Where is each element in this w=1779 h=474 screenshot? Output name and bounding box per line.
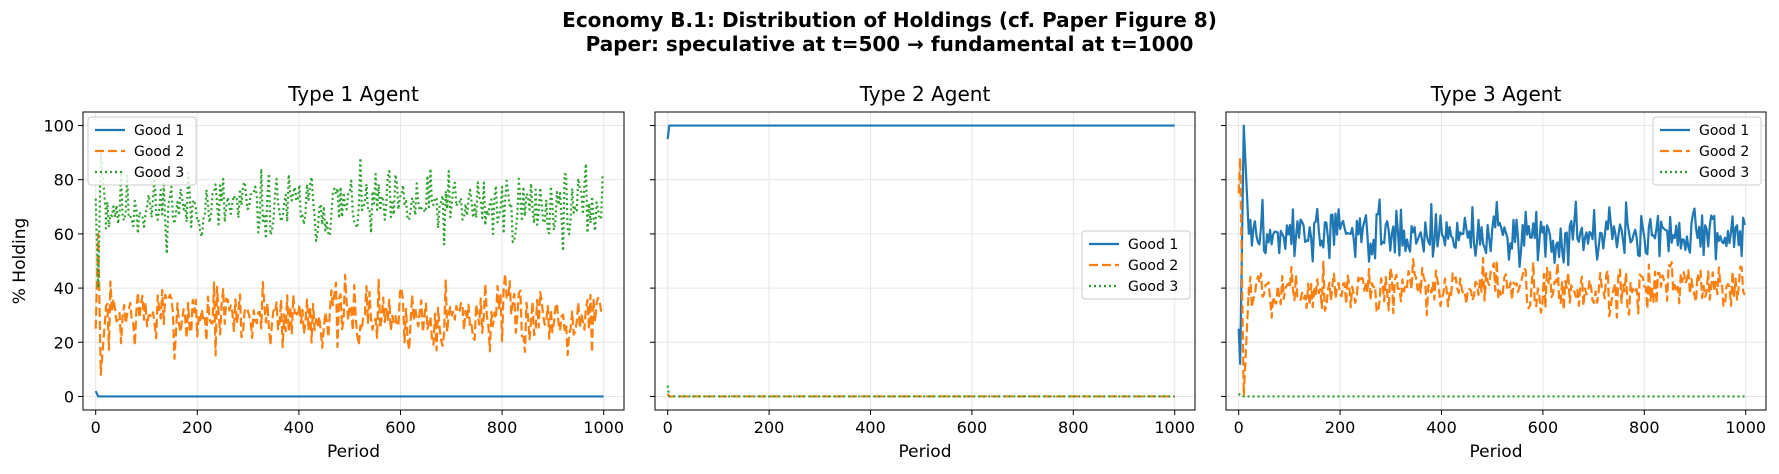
x-tick-label: 0	[663, 418, 673, 437]
legend: Good 1 Good 2 Good 3	[87, 116, 197, 186]
x-tick-label: 600	[957, 418, 988, 437]
x-axis-label: Period	[1469, 442, 1522, 462]
series-line-good-3	[94, 151, 604, 290]
legend-label: Good 2	[1699, 144, 1749, 160]
y-tick-label: 0	[64, 387, 74, 406]
series-line-good-3	[1237, 392, 1746, 398]
panel-title: Type 2 Agent	[859, 82, 991, 106]
x-tick-label: 1000	[1154, 418, 1195, 437]
x-tick-label: 200	[1325, 418, 1356, 437]
legend-label: Good 3	[134, 165, 184, 181]
y-tick-label: 20	[54, 333, 74, 352]
series-line-good-1	[94, 390, 604, 398]
series-line-good-2	[94, 232, 604, 376]
series-line-good-1	[1237, 124, 1746, 366]
x-tick-label: 200	[754, 418, 785, 437]
x-tick-label: 600	[1528, 418, 1559, 437]
legend-label: Good 1	[1699, 123, 1749, 139]
legend-label: Good 3	[1128, 279, 1178, 295]
legend-label: Good 2	[134, 144, 184, 160]
y-tick-label: 100	[43, 117, 74, 136]
legend-label: Good 1	[134, 123, 184, 139]
x-tick-label: 0	[1234, 418, 1244, 437]
legend: Good 1 Good 2 Good 3	[1081, 230, 1191, 300]
legend-label: Good 3	[1699, 165, 1749, 181]
panel-title: Type 1 Agent	[287, 82, 419, 106]
legend-box	[1081, 230, 1191, 300]
x-tick-label: 0	[91, 418, 101, 437]
y-tick-label: 40	[54, 279, 74, 298]
x-tick-label: 1000	[583, 418, 624, 437]
legend-label: Good 1	[1128, 237, 1178, 253]
x-tick-label: 400	[855, 418, 886, 437]
x-tick-label: 400	[284, 418, 315, 437]
axes-frame	[654, 111, 1196, 411]
x-tick-label: 600	[385, 418, 416, 437]
series-line-good-3	[666, 385, 1175, 398]
x-axis-label: Period	[327, 442, 380, 462]
legend-box	[87, 116, 197, 186]
panel-1: 0 200 400 600 800 1000 0 20 40 60 80 100 Type 1 Agen…	[10, 82, 625, 462]
x-tick-label: 400	[1426, 418, 1457, 437]
x-tick-label: 800	[487, 418, 518, 437]
figure-subtitle: Paper: speculative at t=500 → fundamenta…	[585, 32, 1194, 56]
axes-frame	[1225, 111, 1767, 411]
legend-label: Good 2	[1128, 258, 1178, 274]
x-axis-label: Period	[898, 442, 951, 462]
legend: Good 1 Good 2 Good 3	[1652, 116, 1762, 186]
panel-3: 0 200 400 600 800 1000 Type 3 Agent Period Good …	[1221, 82, 1767, 462]
x-tick-label: 800	[1629, 418, 1660, 437]
panel-2: 0 200 400 600 800 1000 Type 2 Agent Period Good …	[650, 82, 1196, 462]
axes-frame	[82, 111, 625, 411]
x-tick-label: 1000	[1725, 418, 1766, 437]
x-tick-label: 800	[1058, 418, 1089, 437]
y-axis-label: % Holding	[10, 218, 30, 305]
series-line-good-2	[1237, 156, 1746, 398]
series-line-good-1	[666, 124, 1175, 140]
panel-title: Type 3 Agent	[1430, 82, 1562, 106]
y-tick-label: 60	[54, 225, 74, 244]
y-tick-label: 80	[54, 171, 74, 190]
figure-title: Economy B.1: Distribution of Holdings (c…	[562, 8, 1217, 32]
x-tick-label: 200	[182, 418, 213, 437]
legend-box	[1652, 116, 1762, 186]
